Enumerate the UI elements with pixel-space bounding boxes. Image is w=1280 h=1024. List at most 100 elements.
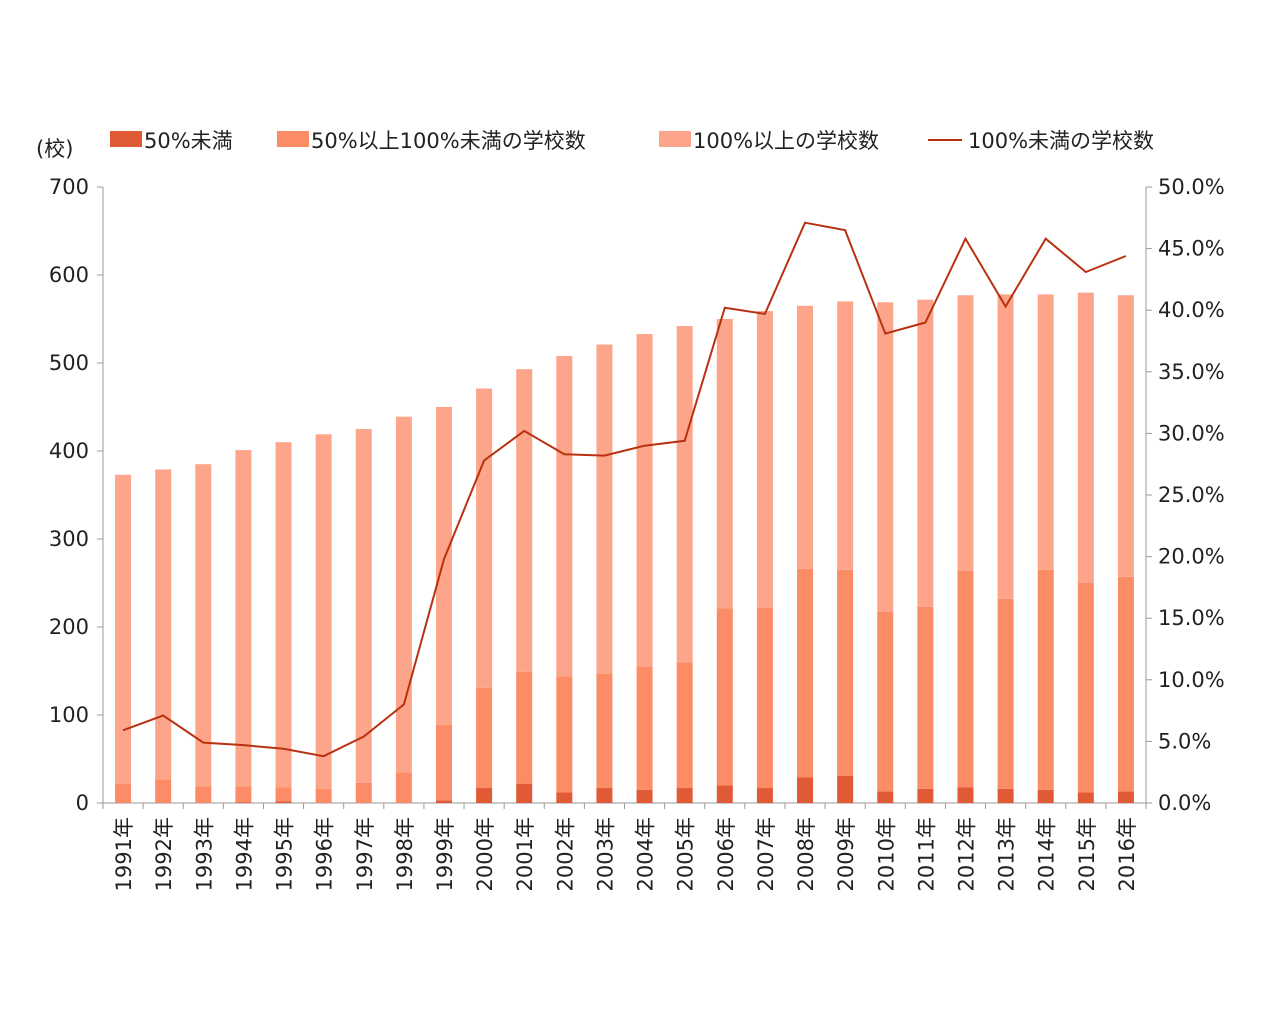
y-left-tick-label: 300 [49,527,89,551]
y-right-tick-label: 30.0% [1158,421,1225,445]
y-right-tick-label: 20.0% [1158,545,1225,569]
bar-ge100-segment [636,333,653,667]
bar-mid-segment [435,724,452,801]
bar-ge100-segment [355,429,372,783]
bar-ge100-segment [235,450,252,787]
bar-mid-segment [676,662,693,789]
y-right-tick-label: 0.0% [1158,791,1211,815]
bar-mid-segment [636,666,653,790]
x-tick-label: 2016年 [1115,817,1139,891]
legend-mid-label: 50%以上100%未満の学校数 [311,129,586,153]
bar-mid-segment [235,786,252,803]
bar-lt50-segment [235,802,252,803]
bar-lt50-segment [275,801,292,803]
bar-lt50-segment [917,788,934,803]
x-tick-label: 2008年 [794,817,818,891]
x-tick-label: 2012年 [954,817,978,891]
x-tick-label: 2004年 [634,817,658,891]
legend-ge100-swatch [659,131,691,147]
bar-ge100-segment [115,474,132,784]
bar-ge100-segment [155,469,172,780]
bar-mid-segment [716,608,733,786]
bar-lt50-segment [1037,789,1054,803]
bar-ge100-segment [756,311,773,608]
bar-ge100-segment [877,302,894,613]
bar-lt50-segment [877,791,894,803]
y-right-tick-label: 40.0% [1158,298,1225,322]
y-left-tick-label: 600 [49,263,89,287]
bar-lt50-segment [476,788,493,803]
bar-mid-segment [1077,583,1094,793]
legend-lt50-label: 50%未満 [144,129,233,153]
bar-ge100-segment [957,295,974,571]
bar-mid-segment [957,570,974,788]
bar-ge100-segment [315,434,332,789]
x-tick-label: 2010年 [874,817,898,891]
bar-mid-segment [596,673,613,789]
x-tick-label: 2001年 [513,817,537,891]
x-tick-label: 2005年 [674,817,698,891]
bar-mid-segment [797,568,814,778]
bar-mid-segment [315,788,332,803]
x-tick-label: 2014年 [1035,817,1059,891]
bar-mid-segment [756,607,773,789]
bar-ge100-segment [837,301,854,570]
x-tick-label: 2013年 [995,817,1019,891]
bar-ge100-segment [435,407,452,725]
bar-mid-segment [1037,569,1054,790]
y-right-tick-label: 35.0% [1158,360,1225,384]
bar-lt50-segment [516,783,533,803]
x-tick-label: 2003年 [593,817,617,891]
y-right-tick-label: 25.0% [1158,483,1225,507]
bar-lt50-segment [756,788,773,803]
bar-lt50-segment [636,789,653,803]
bar-ge100-segment [476,388,493,688]
bar-mid-segment [155,779,172,803]
x-tick-label: 2011年 [914,817,938,891]
x-tick-label: 1992年 [152,817,176,891]
y-left-tick-label: 100 [49,703,89,727]
x-tick-label: 1993年 [192,817,216,891]
y-left-tick-label: 400 [49,439,89,463]
bar-mid-segment [516,671,533,784]
legend-line-label: 100%未満の学校数 [968,129,1154,153]
legend-mid-swatch [277,131,309,147]
bar-lt50-segment [596,788,613,803]
bar-ge100-segment [596,344,613,674]
bar-lt50-segment [997,788,1014,803]
bar-mid-segment [115,783,132,803]
bar-lt50-segment [676,788,693,803]
bar-ge100-segment [676,326,693,663]
x-tick-label: 1994年 [232,817,256,891]
bar-mid-segment [355,782,372,803]
y-left-tick-label: 500 [49,351,89,375]
bar-ge100-segment [195,464,212,787]
bar-ge100-segment [1117,295,1134,577]
y-unit-label: (校) [36,137,73,161]
bar-ge100-segment [1077,292,1094,583]
bar-lt50-segment [957,787,974,803]
bar-ge100-segment [516,369,533,672]
bar-mid-segment [195,786,212,803]
bar-ge100-segment [797,305,814,569]
x-tick-label: 1996年 [313,817,337,891]
bar-lt50-segment [556,792,573,803]
bar-mid-segment [997,598,1014,789]
bar-lt50-segment [1117,791,1134,803]
bar-mid-segment [395,772,412,803]
bar-mid-segment [917,606,934,789]
bar-lt50-segment [1077,792,1094,803]
y-right-tick-label: 45.0% [1158,237,1225,261]
y-left-tick-label: 700 [49,175,89,199]
y-right-tick-label: 5.0% [1158,729,1211,753]
x-tick-label: 2009年 [834,817,858,891]
x-tick-label: 1998年 [393,817,417,891]
bar-mid-segment [837,569,854,776]
y-left-tick-label: 200 [49,615,89,639]
y-right-tick-label: 15.0% [1158,606,1225,630]
bar-mid-segment [476,687,493,789]
bar-lt50-segment [837,775,854,803]
bar-ge100-segment [997,294,1014,599]
bar-lt50-segment [797,777,814,803]
bar-ge100-segment [716,319,733,609]
